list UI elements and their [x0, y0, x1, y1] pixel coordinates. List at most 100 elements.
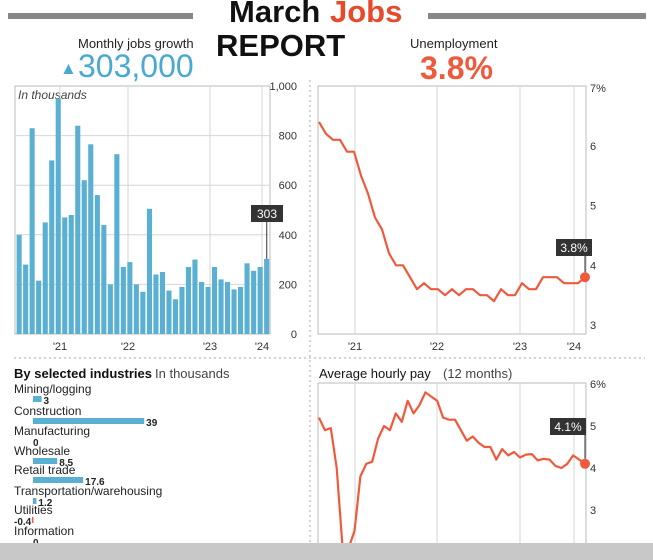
- unemployment-x-tick-label: '21: [348, 341, 362, 353]
- industry-value-label: 17.6: [85, 477, 105, 488]
- hourly-pay-title: Average hourly pay: [319, 366, 431, 381]
- jobs-x-tick-label: '23: [203, 341, 217, 353]
- jobs-bar: [231, 289, 237, 334]
- unemployment-callout-box: [556, 239, 592, 256]
- hourly-pay-y-tick-label: 6%: [590, 379, 606, 391]
- jobs-x-tick-label: '21: [53, 341, 67, 353]
- jobs-bar: [179, 286, 185, 334]
- hourly-pay-y-tick-label: 3: [590, 505, 596, 517]
- industry-bar: [33, 458, 58, 464]
- jobs-bar: [166, 290, 172, 334]
- jobs-bar: [205, 286, 211, 334]
- hourly-pay-y-tick-label: 5: [590, 421, 596, 433]
- industry-value-label: 8.5: [59, 458, 73, 469]
- jobs-y-tick-label: 800: [279, 131, 297, 143]
- industries-subtitle: In thousands: [155, 366, 230, 381]
- industries-title: By selected industries: [14, 366, 152, 381]
- hourly-pay-subtitle: (12 months): [443, 366, 512, 381]
- industry-bar: [31, 517, 34, 523]
- jobs-bar: [192, 259, 198, 334]
- unemployment-callout-label: 3.8%: [560, 241, 588, 255]
- jobs-bar: [62, 217, 68, 334]
- jobs-callout-label: 303: [257, 207, 277, 221]
- jobs-x-tick-label: '22: [121, 341, 135, 353]
- jobs-y-tick-label: 400: [279, 230, 297, 242]
- jobs-growth-label: Monthly jobs growth: [78, 36, 194, 51]
- jobs-bar: [120, 267, 126, 334]
- industry-label: Construction: [14, 404, 81, 418]
- industries-bar-chart: By selected industries In thousands Mini…: [14, 366, 230, 549]
- industry-value-label: 3: [44, 396, 50, 407]
- unemployment-plot-frame: [317, 85, 587, 335]
- industry-bar: [33, 418, 145, 424]
- jobs-bar: [238, 286, 244, 334]
- jobs-bar: [42, 222, 48, 334]
- unemployment-x-tick-label: '22: [430, 341, 444, 353]
- hourly-pay-line: [318, 391, 586, 550]
- jobs-bar: [23, 264, 29, 334]
- jobs-bar: [101, 224, 107, 334]
- hourly-pay-plot-frame: [317, 382, 587, 546]
- unemployment-label: Unemployment: [410, 36, 498, 51]
- industry-value-label: 1.2: [38, 498, 52, 509]
- industry-label: Mining/logging: [14, 382, 91, 396]
- jobs-subtitle: In thousands: [18, 88, 87, 102]
- jobs-bar: [140, 291, 146, 334]
- industry-label: Information: [14, 524, 74, 538]
- hourly-pay-callout-box: [550, 418, 586, 435]
- jobs-bar: [88, 144, 94, 334]
- jobs-bar: [127, 262, 133, 334]
- jobs-y-tick-label: 0: [291, 329, 297, 341]
- header: March Jobs REPORT Monthly jobs growth ▲ …: [8, 0, 646, 86]
- unemployment-y-tick-label: 4: [590, 260, 596, 272]
- jobs-y-tick-label: 1,000: [269, 81, 297, 93]
- industry-label: Transportation/warehousing: [14, 484, 162, 498]
- jobs-bar: [133, 284, 139, 334]
- title-line1-march: March: [229, 0, 320, 29]
- unemployment-line: [318, 121, 586, 303]
- jobs-bar: [264, 258, 270, 334]
- title-line2: REPORT: [216, 28, 345, 63]
- hourly-pay-line-chart: Average hourly pay (12 months) 6% 5 4 3 4.1%: [317, 366, 606, 550]
- title-line1-jobs: Jobs: [330, 0, 402, 29]
- jobs-bar: [257, 267, 263, 334]
- jobs-bar: [49, 160, 55, 334]
- jobs-bar: [225, 281, 231, 334]
- industry-value-label: 0: [33, 438, 39, 449]
- jobs-growth-value: 303,000: [78, 48, 194, 84]
- jobs-y-tick-label: 200: [279, 279, 297, 291]
- jobs-bar: [55, 98, 61, 335]
- unemployment-y-tick-label: 5: [590, 201, 596, 213]
- jobs-x-tick-label: '24: [255, 341, 269, 353]
- jobs-bar: [68, 215, 74, 334]
- unemployment-x-tick-label: '24: [567, 341, 581, 353]
- unemployment-y-tick-label: 7%: [590, 83, 606, 95]
- jobs-y-tick-label: 600: [279, 180, 297, 192]
- jobs-bar-chart: In thousands 1,000 800 600 400 200 0 '21 '22 '23…: [14, 81, 297, 353]
- jobs-bar: [185, 267, 191, 334]
- industry-bar: [33, 498, 37, 504]
- jobs-bar: [251, 270, 257, 334]
- bottom-scroll-strip: [0, 543, 653, 560]
- unemployment-x-tick-label: '23: [513, 341, 527, 353]
- jobs-bar: [199, 281, 205, 334]
- jobs-bar: [218, 279, 224, 334]
- hourly-pay-end-marker: [580, 458, 590, 469]
- hourly-pay-y-tick-label: 4: [590, 463, 596, 475]
- jobs-bar: [244, 263, 250, 334]
- unemployment-y-tick-label: 6: [590, 141, 596, 153]
- jobs-bar: [172, 299, 178, 334]
- jobs-bar: [94, 195, 100, 334]
- unemployment-end-marker: [580, 272, 590, 283]
- jobs-bar: [159, 272, 165, 334]
- industry-label: Retail trade: [14, 463, 76, 477]
- jobs-bar: [29, 128, 35, 334]
- hourly-pay-callout-label: 4.1%: [554, 420, 582, 434]
- industry-value-label: -0.4: [14, 517, 32, 528]
- jobs-bar: [75, 125, 81, 334]
- industry-bar: [33, 396, 42, 402]
- jobs-bar: [16, 234, 22, 334]
- jobs-callout-box: [251, 205, 283, 222]
- jobs-bar: [212, 267, 218, 334]
- header-rule-right: [428, 13, 646, 19]
